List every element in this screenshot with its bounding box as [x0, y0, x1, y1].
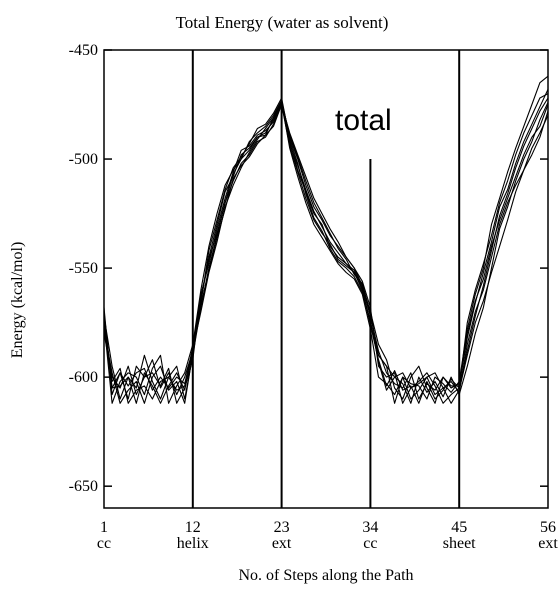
x-tick-label: 56: [540, 519, 556, 536]
series-line-2: [103, 99, 549, 404]
series-line-4: [103, 101, 549, 404]
x-tick-sublabel: ext: [272, 535, 292, 552]
chart-annotation: total: [335, 104, 392, 137]
y-tick-label: -500: [69, 151, 98, 168]
x-tick-sublabel: ext: [538, 535, 558, 552]
y-tick-label: -600: [69, 369, 98, 386]
series-lines: [103, 75, 549, 404]
series-line-6: [103, 97, 549, 404]
x-tick-sublabel: cc: [363, 535, 377, 552]
y-tick-label: -650: [69, 478, 98, 495]
series-line-1: [103, 101, 549, 400]
y-tick-label: -450: [69, 42, 98, 59]
y-tick-label: -550: [69, 260, 98, 277]
x-tick-sublabel: cc: [97, 535, 111, 552]
series-line-5: [103, 89, 549, 400]
x-tick-label: 23: [274, 519, 290, 536]
plot-frame: [103, 49, 549, 509]
y-axis-ticks: -450 -500 -550 -600 -650: [69, 42, 548, 495]
x-tick-label: 12: [185, 519, 201, 536]
series-line-3: [103, 93, 549, 404]
x-tick-label: 34: [362, 519, 378, 536]
region-dividers: [191, 50, 461, 508]
chart-title: Total Energy (water as solvent): [176, 13, 389, 32]
x-tick-sublabel: sheet: [443, 535, 476, 552]
x-tick-sublabel: helix: [177, 535, 209, 552]
y-axis-label: Energy (kcal/mol): [9, 242, 26, 359]
x-tick-label: 1: [100, 519, 108, 536]
series-line-8: [103, 97, 549, 404]
series-line-7: [103, 75, 549, 404]
x-tick-label: 45: [451, 519, 467, 536]
x-axis-label: No. of Steps along the Path: [238, 567, 413, 584]
